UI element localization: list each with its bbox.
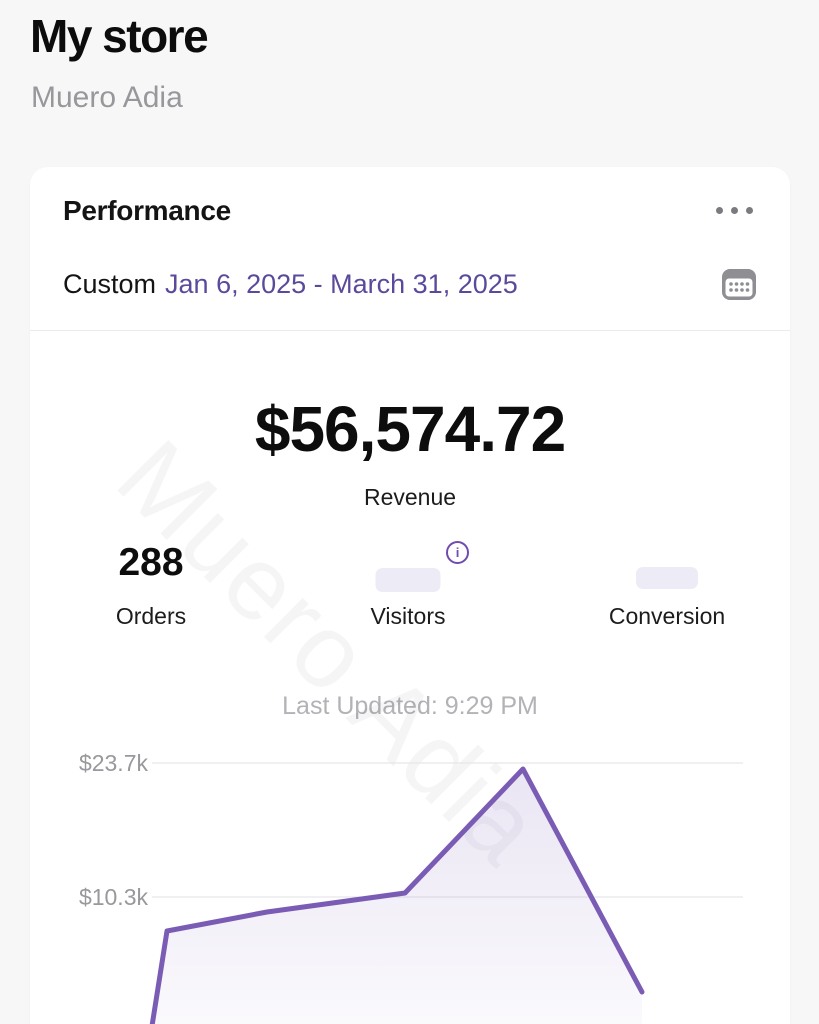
divider [30,330,790,331]
y-axis-label: $10.3k [78,884,148,910]
conversion-label: Conversion [608,603,726,629]
metric-conversion: Conversion [609,541,725,633]
conversion-loading-skeleton [636,567,698,589]
ellipsis-icon [716,207,723,214]
store-name-subtitle: Muero Adia [31,81,183,114]
date-filter-row[interactable]: Custom Jan 6, 2025 - March 31, 2025 [63,265,518,303]
metric-orders: 288 Orders [115,541,187,633]
visitors-label: Visitors [370,603,446,629]
card-title: Performance [63,195,231,226]
page-title: My store [30,10,209,62]
revenue-value: $56,574.72 [254,393,566,465]
visitors-loading-skeleton [375,568,441,592]
y-axis-label: $23.7k [78,750,148,776]
date-filter-prefix: Custom [63,269,157,299]
date-range-value[interactable]: Jan 6, 2025 - March 31, 2025 [165,269,518,299]
info-icon[interactable]: i [446,541,469,564]
orders-value: 288 [118,541,184,584]
ellipsis-icon [731,207,738,214]
last-updated-text: Last Updated: 9:29 PM [282,692,538,720]
revenue-label: Revenue [363,484,457,510]
calendar-button[interactable] [718,263,760,305]
overflow-menu-button[interactable] [712,203,757,218]
calendar-icon [722,269,756,300]
metric-visitors: Visitors [371,541,446,633]
ellipsis-icon [746,207,753,214]
orders-label: Orders [115,603,187,629]
